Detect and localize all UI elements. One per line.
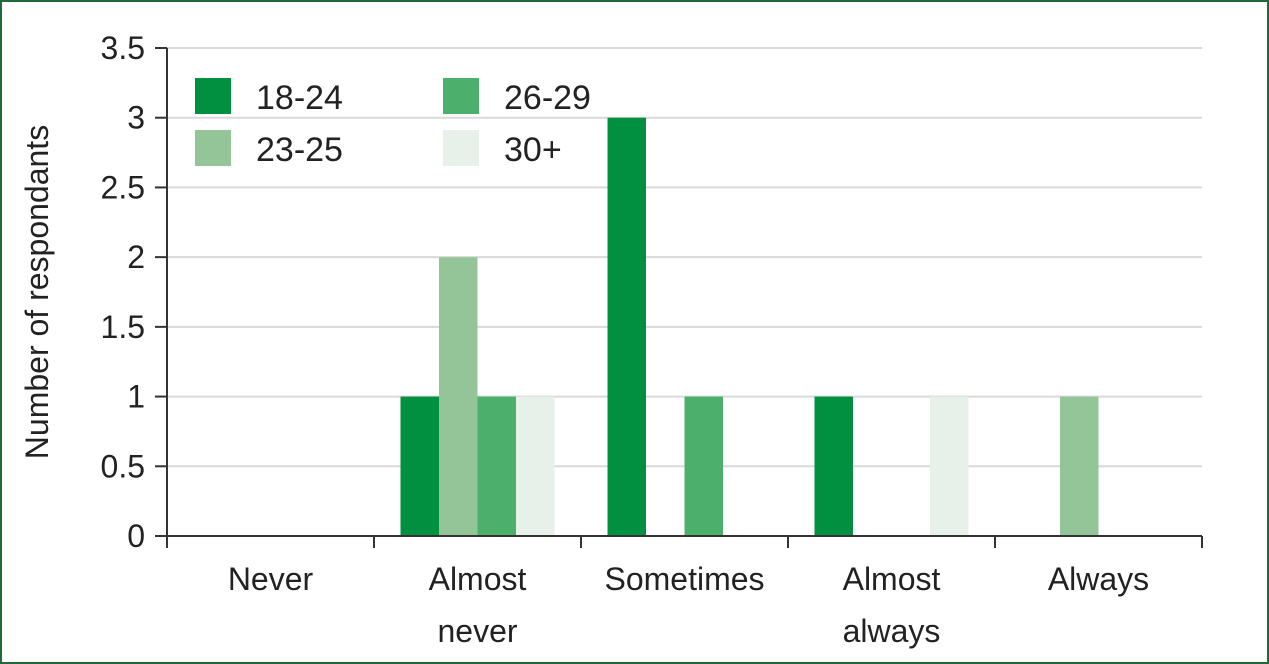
legend-swatch-30+ [443,130,479,166]
bar-26-29-cat2 [684,396,723,536]
x-category-line: Sometimes [604,561,764,597]
x-category-label-4: Always [1048,561,1149,597]
x-category-label-3: Almost always [843,561,941,649]
bar-23-25-cat1 [439,257,478,536]
x-category-label-1: Almost never [429,561,527,649]
legend-label-18-24: 18-24 [256,79,343,117]
y-tick-labels: 0 0.5 1 1.5 2 2.5 3 3.5 [101,30,145,554]
x-category-label-2: Sometimes [604,561,764,597]
legend-swatch-23-25 [195,130,231,166]
x-category-line: Always [1048,561,1149,597]
y-axis-title: Number of respondants [19,125,55,459]
legend-swatch-18-24 [195,78,231,114]
bar-30+-cat3 [930,396,969,536]
y-tick-label-1: 0.5 [101,448,145,484]
legend-label-23-25: 23-25 [256,131,343,169]
legend-label-26-29: 26-29 [504,79,591,117]
legend: 18-24 23-25 26-29 30+ [195,78,591,169]
x-category-line: Almost [843,561,941,597]
bar-18-24-cat1 [400,396,439,536]
x-category-labels: Never Almost never Sometimes Almost always Alw… [228,561,1149,649]
axes [155,47,1203,548]
y-tick-label-4: 2 [127,239,145,275]
legend-swatch-26-29 [443,78,479,114]
x-category-line: Never [228,561,314,597]
bar-18-24-cat2 [607,117,646,536]
y-tick-label-7: 3.5 [101,30,145,66]
y-tick-label-6: 3 [127,100,145,136]
bars [400,117,1099,536]
y-tick-label-3: 1.5 [101,309,145,345]
grid-lines [167,47,1202,468]
y-tick-label-5: 2.5 [101,169,145,205]
bar-18-24-cat3 [814,396,853,536]
x-category-label-0: Never [228,561,314,597]
x-category-line: never [437,613,517,649]
x-category-line: Almost [429,561,527,597]
bar-26-29-cat1 [477,396,516,536]
y-tick-label-2: 1 [127,379,145,415]
bar-23-25-cat4 [1060,396,1099,536]
legend-label-30+: 30+ [504,131,562,169]
y-tick-label-0: 0 [127,518,145,554]
bar-30+-cat1 [516,396,555,536]
x-category-line: always [843,613,941,649]
